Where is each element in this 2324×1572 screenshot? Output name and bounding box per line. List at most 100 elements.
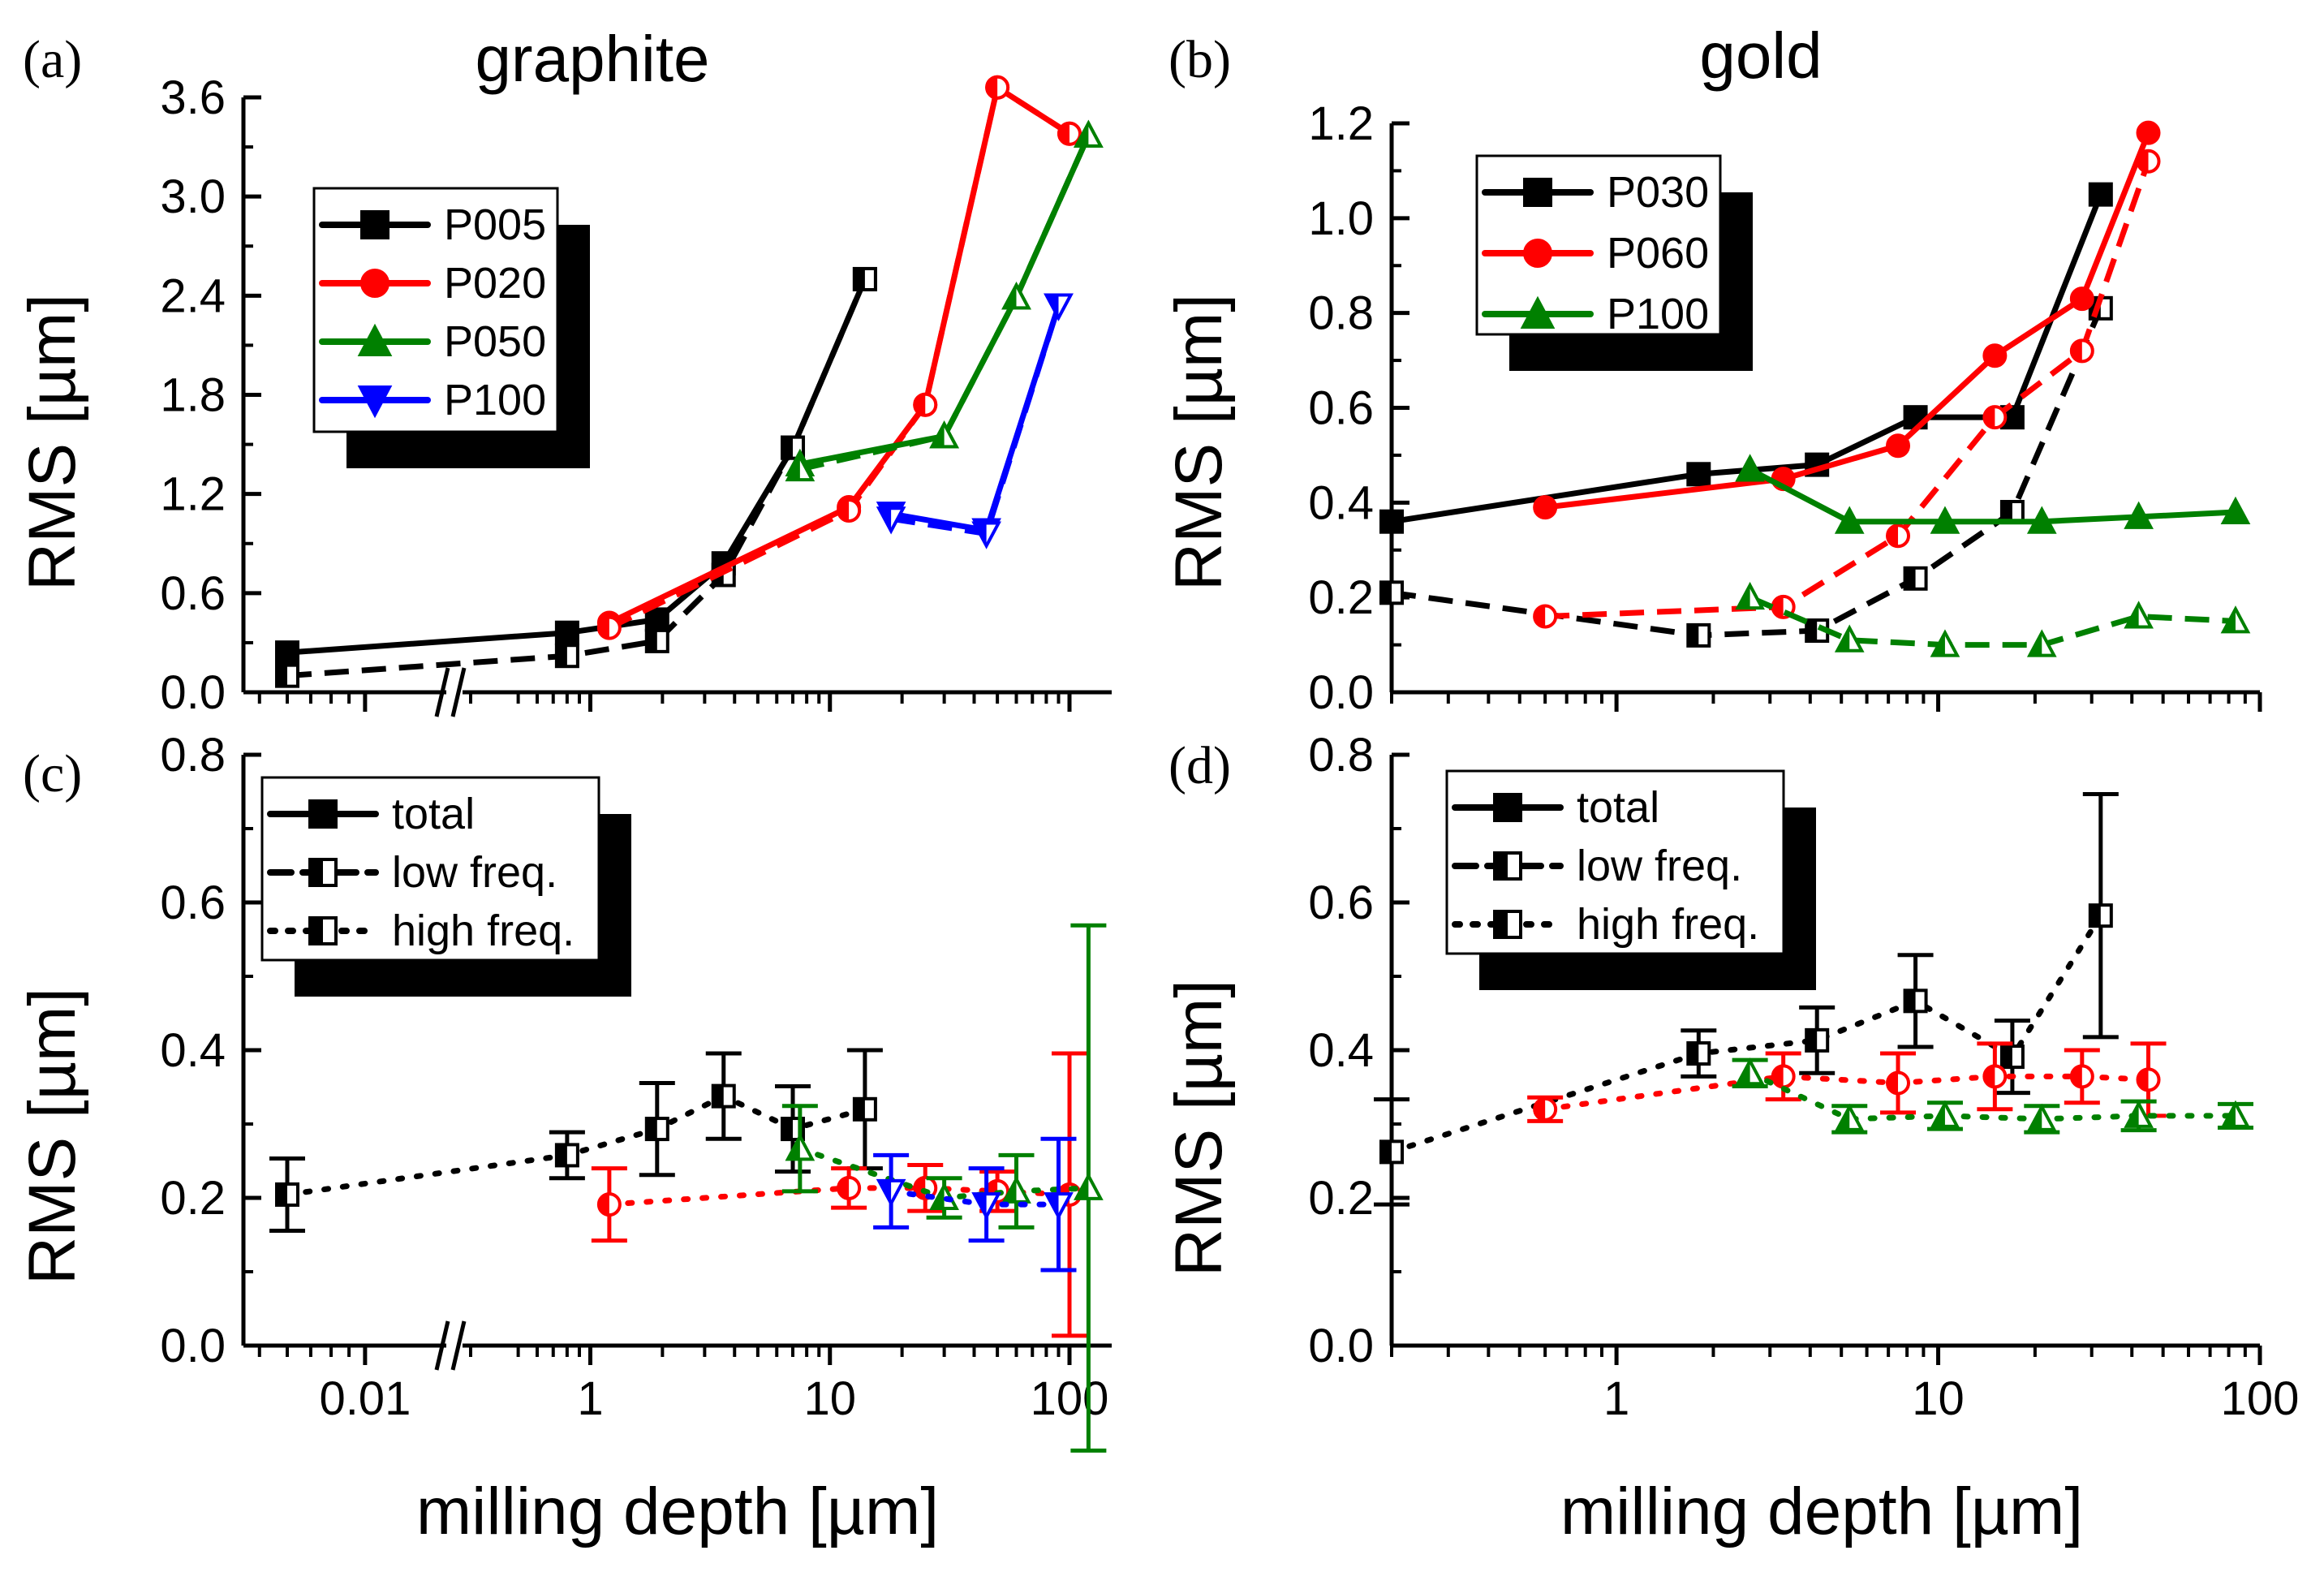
data-point-p060-low-freq--half <box>2071 340 2082 362</box>
axes-c: 0.0 0.2 0.4 0.6 0.8 0.01 1 10 100 <box>160 729 1112 1425</box>
data-point-p050-low-freq--half <box>1076 123 1089 146</box>
data-point-p005-high-freq--half <box>556 1144 567 1166</box>
legend-label-p005: P005 <box>444 200 546 249</box>
axes-d: 0.0 0.2 0.4 0.6 0.8 1 10 100 <box>1308 729 2299 1425</box>
data-point-p030-low-freq--half <box>1688 624 1699 646</box>
legend-label-p020: P020 <box>444 259 546 308</box>
data-point-p030-low-freq--half <box>1806 620 1818 642</box>
legend-label-highfreq: high freq. <box>1577 900 1759 949</box>
data-point-p030-total <box>1686 462 1711 487</box>
data-point-p100-high-freq--half <box>2126 1103 2139 1126</box>
series-line-p030-total <box>1391 193 2104 525</box>
y-tick-label-b: 0.4 <box>1308 476 1374 529</box>
data-point-p005-high-freq--half <box>782 1118 794 1140</box>
data-point-p100-low-freq--half <box>1837 627 1850 651</box>
axes-b: 0.0 0.2 0.4 0.6 0.8 1.0 1.2 <box>1308 97 2262 719</box>
plot-area-a <box>275 75 1104 688</box>
legend-label-p100: P100 <box>1607 290 1709 338</box>
data-point-p100-total <box>2220 496 2251 525</box>
data-point-p050-low-freq--half <box>787 457 800 480</box>
data-point-p100-low-freq--half <box>2126 604 2139 627</box>
legend-marker-total <box>308 799 338 829</box>
panel-a-graphite: (a) graphite RMS [µm] 0.0 0.6 1.2 1.8 2.4 3.0… <box>15 23 1112 719</box>
data-point-p030-high-freq--half <box>2089 905 2101 927</box>
data-point-p030-total <box>1379 509 1404 534</box>
data-point-p100-high-freq--half <box>1737 1061 1750 1084</box>
x-tick-label-d: 100 <box>2221 1372 2300 1425</box>
data-point-p100-total <box>2026 506 2057 534</box>
data-point-p020-low-freq--half <box>915 394 926 416</box>
x-tick-label-c: 1 <box>577 1372 603 1425</box>
series-p020-low-freq- <box>596 75 1082 640</box>
y-tick-label-b: 0.2 <box>1308 571 1374 624</box>
x-axis-label-d: milling depth [µm] <box>1560 1475 2083 1548</box>
panel-label-b: (b) <box>1168 30 1231 89</box>
x-tick-label-d: 1 <box>1603 1372 1629 1425</box>
x-tick-label-c: 100 <box>1031 1372 1109 1425</box>
legend-box <box>312 187 559 433</box>
series-p100-high-freq- <box>1732 1057 2253 1135</box>
legend-label-p100: P100 <box>444 376 546 424</box>
data-point-p060-low-freq--half <box>2137 150 2149 172</box>
panel-title-gold: gold <box>1699 19 1822 92</box>
data-point-p030-high-freq--half <box>1904 990 1916 1012</box>
y-axis-label-c: RMS [µm] <box>15 988 89 1285</box>
data-point-p030-low-freq--half <box>1904 567 1916 589</box>
data-point-p060-high-freq--half <box>1772 1066 1784 1087</box>
legend-marker-highfreq-half <box>310 918 323 944</box>
series-p050-low-freq- <box>785 119 1104 482</box>
data-point-p100-total <box>1735 454 1765 482</box>
plot-area-b <box>1379 120 2251 657</box>
legend-label-total: total <box>392 790 475 838</box>
series-p030-total <box>1379 182 2113 534</box>
data-point-p005-total <box>554 620 579 645</box>
legend-b: P030 P060 P100 <box>1475 154 1753 371</box>
y-tick-label-b: 0.0 <box>1308 666 1374 719</box>
axis-break-mark-1-a <box>434 667 450 717</box>
series-p030-low-freq- <box>1379 295 2113 648</box>
data-point-p100-high-freq--half <box>2223 1103 2236 1126</box>
series-p030-high-freq- <box>1374 792 2119 1207</box>
data-point-p030-low-freq--half <box>1381 582 1392 604</box>
data-point-p005-low-freq--half <box>782 437 794 459</box>
data-point-p100-total <box>1930 506 1960 534</box>
plot-area-c <box>269 923 1107 1453</box>
y-tick-label-a: 1.8 <box>160 369 226 422</box>
y-tick-label-a: 1.2 <box>160 468 226 521</box>
data-point-p005-low-freq--half <box>277 665 288 687</box>
series-p060-total <box>1533 120 2161 520</box>
legend-marker-p030 <box>1523 178 1552 207</box>
series-p100-total <box>876 293 1074 546</box>
data-point-p060-high-freq--half <box>2137 1069 2149 1091</box>
legend-label-lowfreq: low freq. <box>392 848 557 897</box>
series-line-p050-total <box>799 134 1091 467</box>
series-p020-total <box>596 75 1082 635</box>
legend-d: total low freq. high freq. <box>1445 769 1816 990</box>
data-point-p100-low-freq--half <box>1046 295 1059 318</box>
panel-d-gold-high-freq: (d) RMS [µm] milling depth [µm] 0.00.20.… <box>1162 729 2299 1548</box>
data-point-p005-low-freq--half <box>854 268 865 290</box>
axis-break-mark-1-c <box>434 1320 450 1371</box>
legend-marker-p100 <box>1520 295 1556 329</box>
y-tick-label-b: 0.8 <box>1308 287 1374 340</box>
legend-marker-p020 <box>360 269 389 298</box>
axes-a: 0.0 0.6 1.2 1.8 2.4 3.0 3.6 <box>160 71 1112 719</box>
data-point-p060-high-freq--half <box>2071 1066 2082 1087</box>
panel-c-graphite-high-freq: (c) RMS [µm] milling depth [µm] 0.00.20.… <box>15 729 1112 1548</box>
data-point-p100-low-freq--half <box>879 508 892 532</box>
data-point-p005-high-freq--half <box>712 1085 724 1107</box>
y-tick-label-a: 2.4 <box>160 269 226 322</box>
series-line-p020-total <box>608 84 1071 626</box>
series-line-p020-low-freq- <box>608 84 1071 631</box>
data-point-p100-total <box>1834 506 1865 534</box>
y-tick-label-d: 0.4 <box>1308 1024 1374 1077</box>
series-p060-high-freq- <box>1527 1041 2167 1123</box>
panel-b-gold: (b) gold RMS [µm] 0.0 0.2 0.4 0.6 0.8 1.0 1.2 P… <box>1162 19 2262 719</box>
data-point-p005-high-freq--half <box>854 1098 865 1120</box>
series-line-p100-low-freq- <box>1749 594 2236 648</box>
axis-break-mark-2-c <box>450 1320 467 1371</box>
legend-label-p050: P050 <box>444 317 546 366</box>
data-point-p060-total <box>1982 343 2008 368</box>
y-tick-label-b: 1.2 <box>1308 97 1374 150</box>
